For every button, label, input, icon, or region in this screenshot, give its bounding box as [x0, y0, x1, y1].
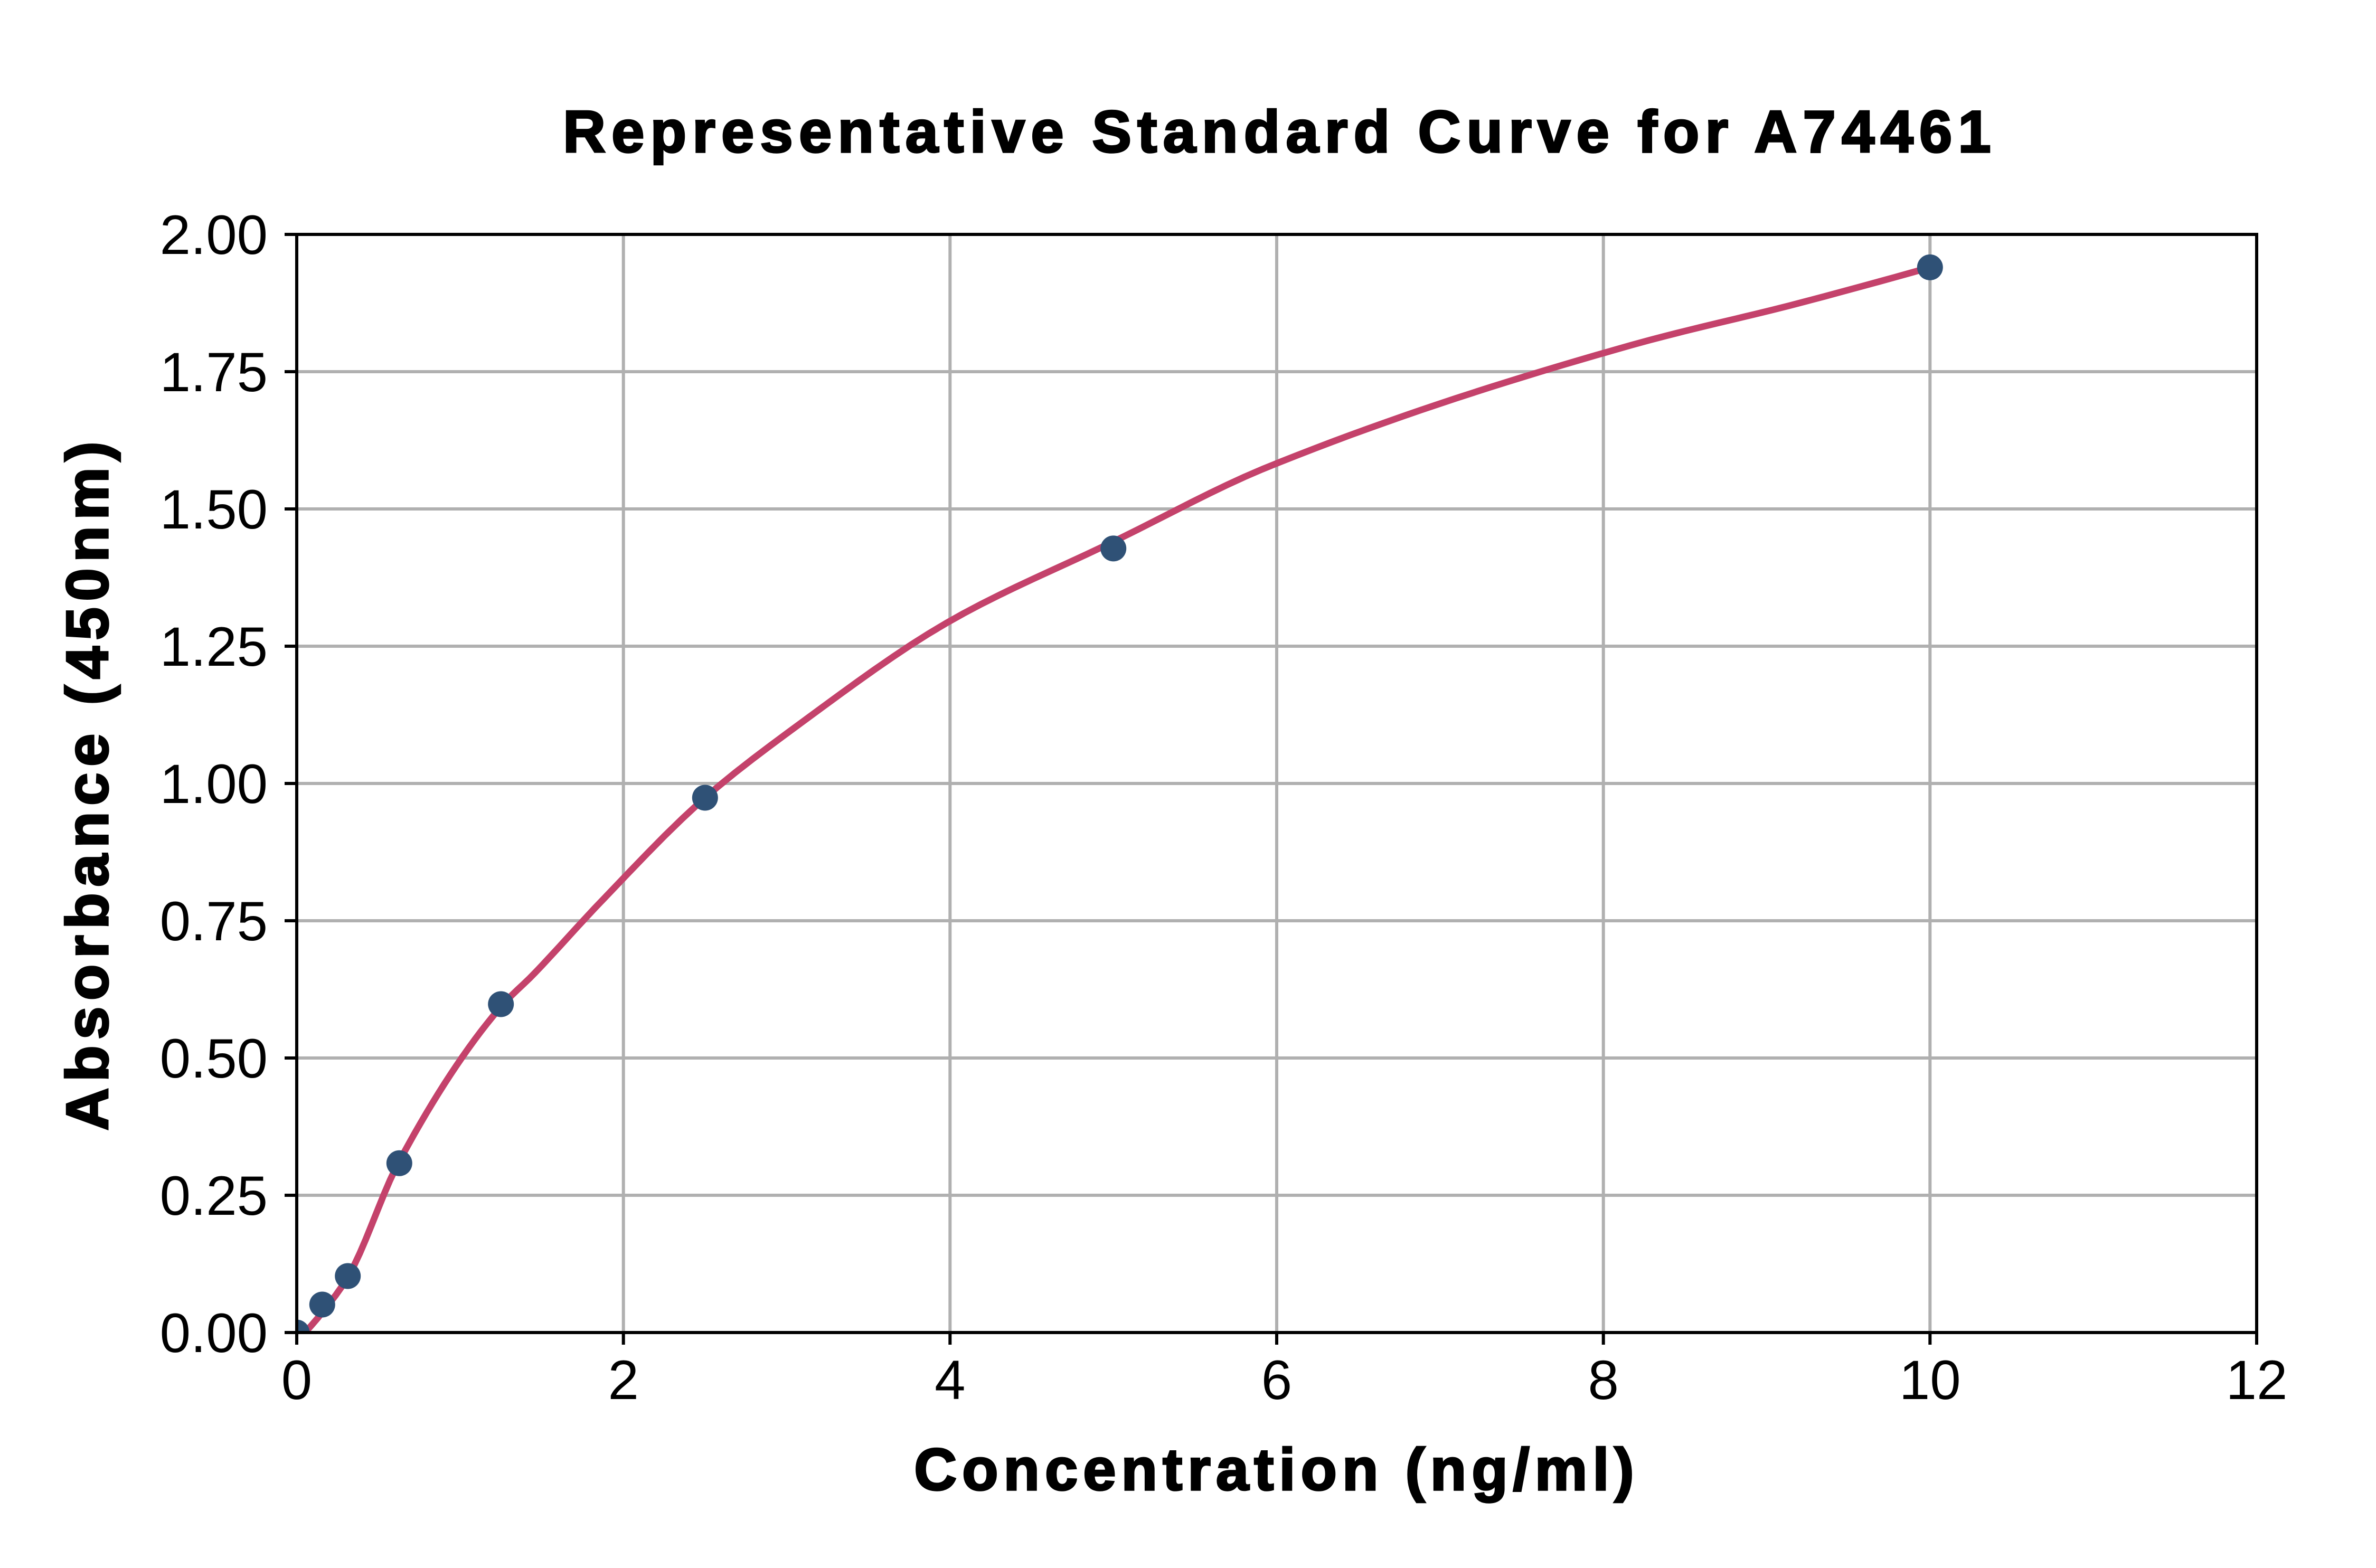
svg-text:Absorbance (450nm): Absorbance (450nm): [54, 436, 120, 1131]
svg-text:2.00: 2.00: [160, 204, 268, 266]
svg-text:Concentration (ng/ml): Concentration (ng/ml): [914, 1437, 1639, 1503]
svg-text:1.25: 1.25: [160, 616, 268, 678]
svg-text:1.75: 1.75: [160, 342, 268, 403]
svg-text:0.50: 0.50: [160, 1028, 268, 1090]
svg-text:6: 6: [1261, 1349, 1292, 1411]
svg-text:0.00: 0.00: [160, 1302, 268, 1364]
svg-text:10: 10: [1899, 1349, 1961, 1411]
svg-text:1.50: 1.50: [160, 479, 268, 541]
svg-text:0: 0: [281, 1349, 312, 1411]
svg-text:0.75: 0.75: [160, 891, 268, 952]
svg-text:1.00: 1.00: [160, 753, 268, 815]
svg-text:0.25: 0.25: [160, 1165, 268, 1227]
svg-text:4: 4: [935, 1349, 965, 1411]
svg-text:8: 8: [1588, 1349, 1618, 1411]
svg-text:12: 12: [2226, 1349, 2288, 1411]
svg-text:Representative Standard Curve: Representative Standard Curve for A74461: [563, 99, 1997, 165]
svg-text:2: 2: [608, 1349, 638, 1411]
